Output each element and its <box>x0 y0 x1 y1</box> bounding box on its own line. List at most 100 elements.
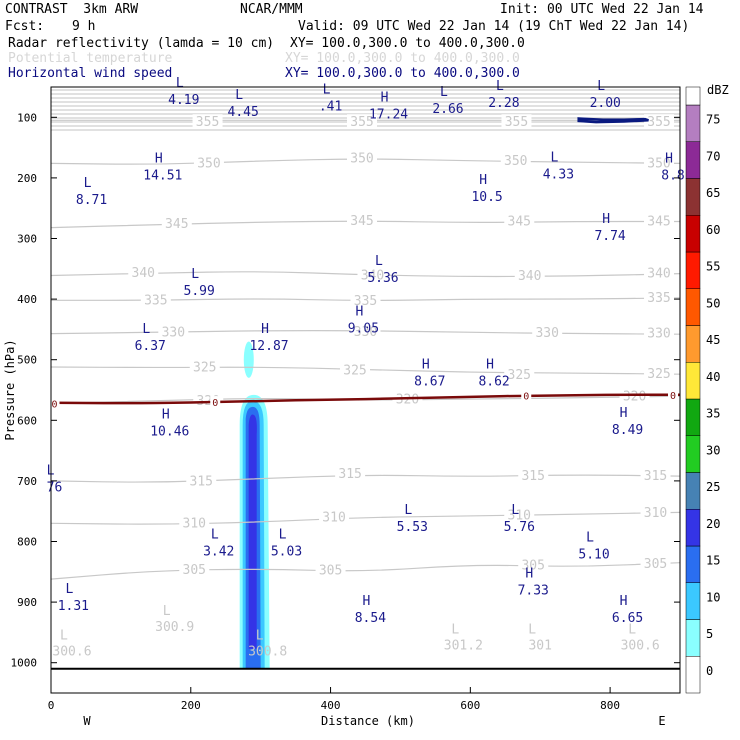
wind-speed-value: 2.28 <box>488 96 519 111</box>
colorbar-level-label: 15 <box>706 554 720 568</box>
theta-label-bg <box>514 268 545 283</box>
theta-label-bg <box>189 359 220 374</box>
colorbar-level-label: 55 <box>706 260 720 274</box>
wind-L-marker: L <box>279 527 287 542</box>
theta-label-bg <box>532 325 563 340</box>
theta-label-bg <box>161 215 192 230</box>
colorbar-swatch <box>685 215 701 253</box>
wind-L-marker: L <box>550 150 558 165</box>
colorbar-level-label: 50 <box>706 296 720 310</box>
wind-L-marker: L <box>235 88 243 103</box>
zero-contour-label: 0 <box>51 399 57 410</box>
plot-area <box>51 87 680 693</box>
x-tick-label: 600 <box>460 699 480 712</box>
theta-contour-label-345: 345 <box>647 215 670 230</box>
zero-contour-label: 0 <box>670 391 676 402</box>
wind-speed-value: 2.66 <box>432 102 463 117</box>
colorbar-level-label: 75 <box>706 113 720 127</box>
wind-L-marker: L <box>404 503 412 518</box>
x-tick-label: 800 <box>600 699 620 712</box>
colorbar-level-label: 10 <box>706 590 720 604</box>
theta-contour-label-345: 345 <box>350 214 373 229</box>
theta-label-bg <box>640 468 671 483</box>
theta-L-marker: L <box>60 628 68 643</box>
theta-label-bg <box>350 292 381 307</box>
y-tick-label: 1000 <box>11 657 38 670</box>
wind-H-marker: H <box>155 152 163 167</box>
wind-H-marker: H <box>665 152 673 167</box>
colorbar-level-label: 70 <box>706 149 720 163</box>
theta-contour-label-355: 355 <box>505 115 528 130</box>
refl-20dbz <box>248 414 257 649</box>
theta-contour-label-350: 350 <box>504 154 527 169</box>
theta-label-bg <box>518 468 549 483</box>
theta-contour-label-325: 325 <box>647 367 670 382</box>
theta-contour-label-310: 310 <box>644 506 667 521</box>
colorbar-level-label: 65 <box>706 186 720 200</box>
wind-L-marker: L <box>176 76 184 91</box>
wind-speed-value: .41 <box>319 100 342 115</box>
colorbar-level-label: 20 <box>706 517 720 531</box>
wind-L-marker: L <box>142 322 150 337</box>
y-axis-title: Pressure (hPa) <box>3 339 17 440</box>
wind-L-marker: L <box>375 254 383 269</box>
theta-label-bg <box>501 114 532 129</box>
theta-label-bg <box>340 362 371 377</box>
colorbar-swatch <box>685 288 701 326</box>
forecast-hour: 9 h <box>72 19 96 34</box>
model-title: CONTRAST 3km ARW <box>5 2 139 17</box>
field-reflectivity: Radar reflectivity (lamda = 10 cm) <box>8 36 275 51</box>
zero-contour-label: 0 <box>212 398 218 409</box>
theta-label-bg <box>518 557 549 572</box>
wind-H-marker: H <box>602 212 610 227</box>
wind-L-marker: L <box>84 176 92 191</box>
theta-label-bg <box>128 265 159 280</box>
theta-contour-label-330: 330 <box>647 327 670 342</box>
colorbar-swatch <box>685 104 701 142</box>
west-label: W <box>83 714 91 728</box>
wind-speed-value: 12.87 <box>249 339 288 354</box>
theta-contour-label-340: 340 <box>361 268 384 283</box>
wind-L-marker: L <box>511 503 519 518</box>
theta-label-bg <box>140 292 171 307</box>
wind-speed-value: 5.36 <box>367 271 398 286</box>
theta-contour-label-350: 350 <box>197 156 220 171</box>
wind-speed-value: 8.49 <box>612 423 643 438</box>
wind-H-marker: H <box>479 173 487 188</box>
theta-contour-label-315: 315 <box>190 475 213 490</box>
wind-speed-value: 8.71 <box>76 193 107 208</box>
theta-contour-label-310: 310 <box>322 510 345 525</box>
theta-point-value: 301 <box>528 638 551 653</box>
theta-contour-label-335: 335 <box>144 293 167 308</box>
wind-speed-value: 8.62 <box>478 375 509 390</box>
colorbar-swatch <box>685 472 701 510</box>
wind-H-marker: H <box>620 594 628 609</box>
wind-L-marker: L <box>65 582 73 597</box>
theta-label-bg <box>504 366 535 381</box>
theta-contour-label-335: 335 <box>647 291 670 306</box>
theta-label-bg <box>319 509 350 524</box>
wind-speed-value: 4.33 <box>543 167 574 182</box>
theta-contour-label-355: 355 <box>350 115 373 130</box>
theta-label-bg <box>179 561 210 576</box>
colorbar-level-label: 60 <box>706 223 720 237</box>
wind-H-marker: H <box>261 322 269 337</box>
theta-label-bg <box>350 323 381 338</box>
theta-contour-label-305: 305 <box>644 557 667 572</box>
field-theta-xy: XY= 100.0,300.0 to 400.0,300.0 <box>285 51 520 66</box>
theta-contour-label-350: 350 <box>647 156 670 171</box>
theta-label-bg <box>644 325 675 340</box>
wind-H-marker: H <box>525 567 533 582</box>
theta-label-bg <box>347 114 378 129</box>
wind-speed-value: 10.46 <box>150 424 189 439</box>
theta-contour-label-340: 340 <box>647 267 670 282</box>
zero-label-bg <box>521 389 532 402</box>
theta-label-bg <box>640 555 671 570</box>
colorbar-swatch <box>685 582 701 620</box>
wind-speed-value: 4.19 <box>168 93 199 108</box>
wind-L-marker: L <box>597 79 605 94</box>
theta-label-bg <box>347 212 378 227</box>
theta-label-bg <box>644 289 675 304</box>
plot-border <box>50 86 681 694</box>
